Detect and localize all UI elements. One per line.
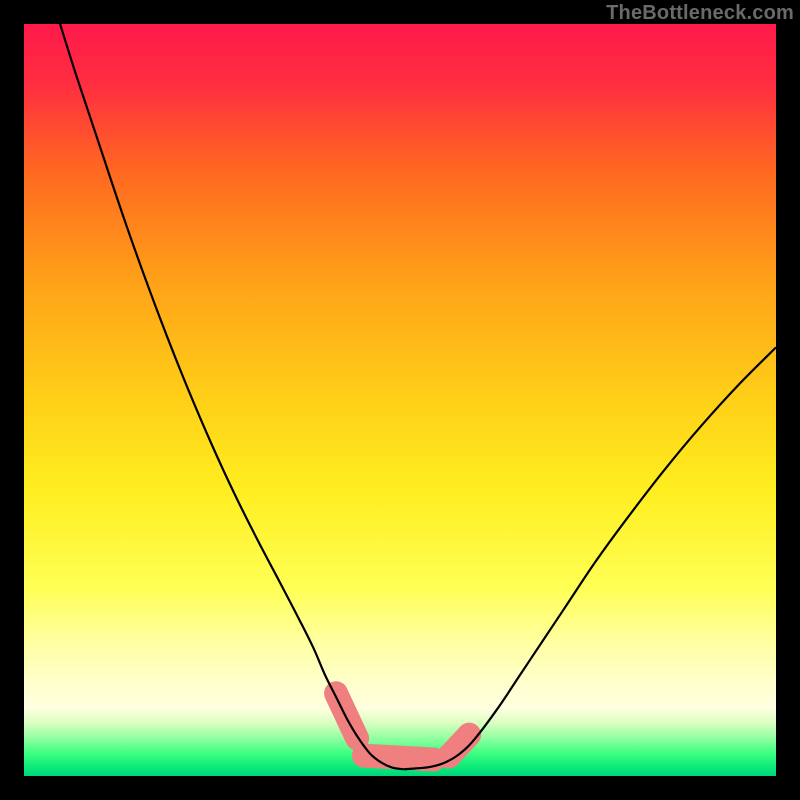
- chart-frame: TheBottleneck.com: [0, 0, 800, 800]
- curve-right: [404, 347, 776, 769]
- watermark-label: TheBottleneck.com: [606, 2, 794, 25]
- curve-left: [60, 24, 404, 769]
- chart-svg: [24, 24, 776, 776]
